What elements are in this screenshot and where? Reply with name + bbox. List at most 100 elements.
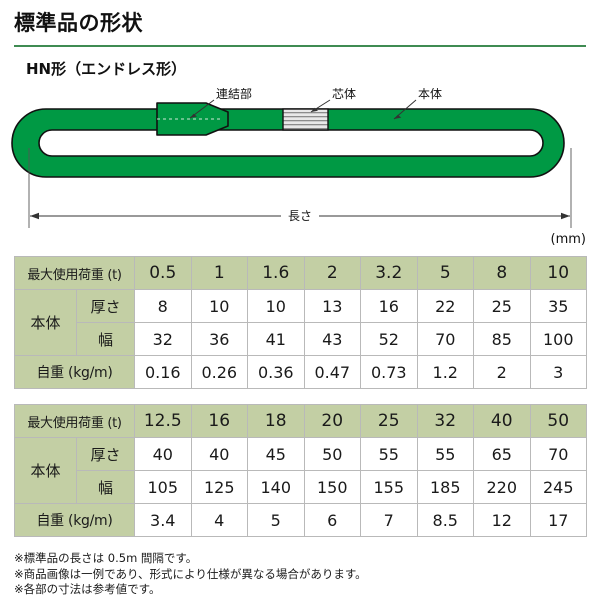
- cell-value: 6: [303, 503, 361, 537]
- cell-value: 140: [247, 470, 305, 504]
- group-label-body: 本体: [14, 289, 77, 356]
- cell-value: 17: [529, 503, 587, 537]
- capacity-table-high: 最大使用荷重 (t) 12.5 16 18 20 25 32 40 50 本体 …: [14, 404, 587, 537]
- cell-value: 155: [360, 470, 418, 504]
- cell-value: 70: [529, 437, 587, 471]
- footnotes: ※標準品の長さは 0.5m 間隔です。 ※商品画像は一例であり、形式により仕様が…: [14, 551, 367, 598]
- cell-value: 150: [303, 470, 361, 504]
- title-divider: [14, 45, 586, 47]
- header-value: 1: [190, 256, 248, 290]
- header-label-capacity: 最大使用荷重 (t): [14, 404, 135, 438]
- header-value: 0.5: [134, 256, 192, 290]
- cell-value: 50: [303, 437, 361, 471]
- table-row-thickness: 本体 厚さ 8 10 10 13 16 22 25 35: [14, 289, 587, 356]
- header-value: 3.2: [360, 256, 418, 290]
- connector-sleeve-shape: [156, 102, 229, 136]
- header-value: 16: [190, 404, 248, 438]
- header-value: 20: [303, 404, 361, 438]
- table-row-width: 幅 32 36 41 43 52 70 85 100: [15, 322, 587, 356]
- cell-value: 0.16: [134, 355, 192, 389]
- cell-value: 65: [473, 437, 531, 471]
- cell-value: 35: [529, 289, 587, 323]
- cell-value: 36: [190, 322, 248, 356]
- cell-value: 41: [247, 322, 305, 356]
- row-label-weight: 自重 (kg/m): [14, 355, 135, 389]
- cell-value: 245: [529, 470, 587, 504]
- row-label-thickness: 厚さ: [76, 289, 135, 323]
- cell-value: 8.5: [416, 503, 474, 537]
- cell-value: 45: [247, 437, 305, 471]
- header-value: 40: [473, 404, 531, 438]
- cell-value: 32: [134, 322, 192, 356]
- table-row-thickness: 本体 厚さ 40 40 45 50 55 55 65 70: [14, 437, 587, 504]
- header-value: 5: [416, 256, 474, 290]
- cell-value: 5: [247, 503, 305, 537]
- dimension-line: 長さ: [30, 207, 570, 225]
- header-value: 25: [360, 404, 418, 438]
- cell-value: 7: [360, 503, 418, 537]
- table-row-weight: 自重 (kg/m) 0.16 0.26 0.36 0.47 0.73 1.2 2…: [14, 355, 587, 389]
- footnote-item: ※各部の寸法は参考値です。: [14, 582, 161, 596]
- cell-value: 105: [134, 470, 192, 504]
- cell-value: 12: [473, 503, 531, 537]
- cell-value: 40: [134, 437, 192, 471]
- cell-value: 10: [190, 289, 248, 323]
- row-label-thickness: 厚さ: [76, 437, 135, 471]
- sling-body-shape: [11, 108, 565, 178]
- cell-value: 220: [473, 470, 531, 504]
- cell-value: 25: [473, 289, 531, 323]
- unit-label-mm: (mm): [550, 232, 586, 247]
- dimension-label-length: 長さ: [288, 209, 312, 223]
- row-label-weight: 自重 (kg/m): [14, 503, 135, 537]
- header-value: 1.6: [247, 256, 305, 290]
- cell-value: 10: [247, 289, 305, 323]
- cell-value: 8: [134, 289, 192, 323]
- cell-value: 43: [303, 322, 361, 356]
- header-value: 18: [247, 404, 305, 438]
- callout-leaders: [189, 99, 417, 120]
- cell-value: 70: [416, 322, 474, 356]
- cell-value: 0.73: [360, 355, 418, 389]
- cell-value: 85: [473, 322, 531, 356]
- cell-value: 0.36: [247, 355, 305, 389]
- group-label-body: 本体: [14, 437, 77, 504]
- cell-value: 4: [190, 503, 248, 537]
- product-type-subtitle: HN形（エンドレス形）: [26, 60, 187, 78]
- cell-value: 2: [473, 355, 531, 389]
- cell-value: 125: [190, 470, 248, 504]
- cell-value: 0.26: [190, 355, 248, 389]
- cell-value: 0.47: [303, 355, 361, 389]
- header-value: 10: [529, 256, 587, 290]
- header-value: 12.5: [134, 404, 192, 438]
- cell-value: 55: [360, 437, 418, 471]
- core-band-shape: [282, 108, 329, 131]
- callout-label-body: 本体: [418, 88, 442, 101]
- header-label-capacity: 最大使用荷重 (t): [14, 256, 135, 290]
- cell-value: 100: [529, 322, 587, 356]
- cell-value: 185: [416, 470, 474, 504]
- header-value: 2: [303, 256, 361, 290]
- table-row-header: 最大使用荷重 (t) 12.5 16 18 20 25 32 40 50: [14, 404, 587, 438]
- table-row-width: 幅 105 125 140 150 155 185 220 245: [15, 470, 587, 504]
- cell-value: 13: [303, 289, 361, 323]
- cell-value: 16: [360, 289, 418, 323]
- header-value: 8: [473, 256, 531, 290]
- dimension-extension-lines: [28, 148, 572, 228]
- cell-value: 52: [360, 322, 418, 356]
- capacity-table-low: 最大使用荷重 (t) 0.5 1 1.6 2 3.2 5 8 10 本体 厚さ …: [14, 256, 587, 389]
- header-value: 50: [529, 404, 587, 438]
- page-title: 標準品の形状: [14, 11, 143, 35]
- header-value: 32: [416, 404, 474, 438]
- row-label-width: 幅: [76, 322, 135, 356]
- table-row-weight: 自重 (kg/m) 3.4 4 5 6 7 8.5 12 17: [14, 503, 587, 537]
- cell-value: 55: [416, 437, 474, 471]
- cell-value: 40: [190, 437, 248, 471]
- footnote-item: ※標準品の長さは 0.5m 間隔です。: [14, 551, 198, 565]
- callout-label-core: 芯体: [332, 88, 356, 101]
- row-label-width: 幅: [76, 470, 135, 504]
- cell-value: 3.4: [134, 503, 192, 537]
- table-row-header: 最大使用荷重 (t) 0.5 1 1.6 2 3.2 5 8 10: [14, 256, 587, 290]
- endless-sling-illustration: 連結部 芯体 本体 長さ: [0, 88, 600, 250]
- cell-value: 3: [529, 355, 587, 389]
